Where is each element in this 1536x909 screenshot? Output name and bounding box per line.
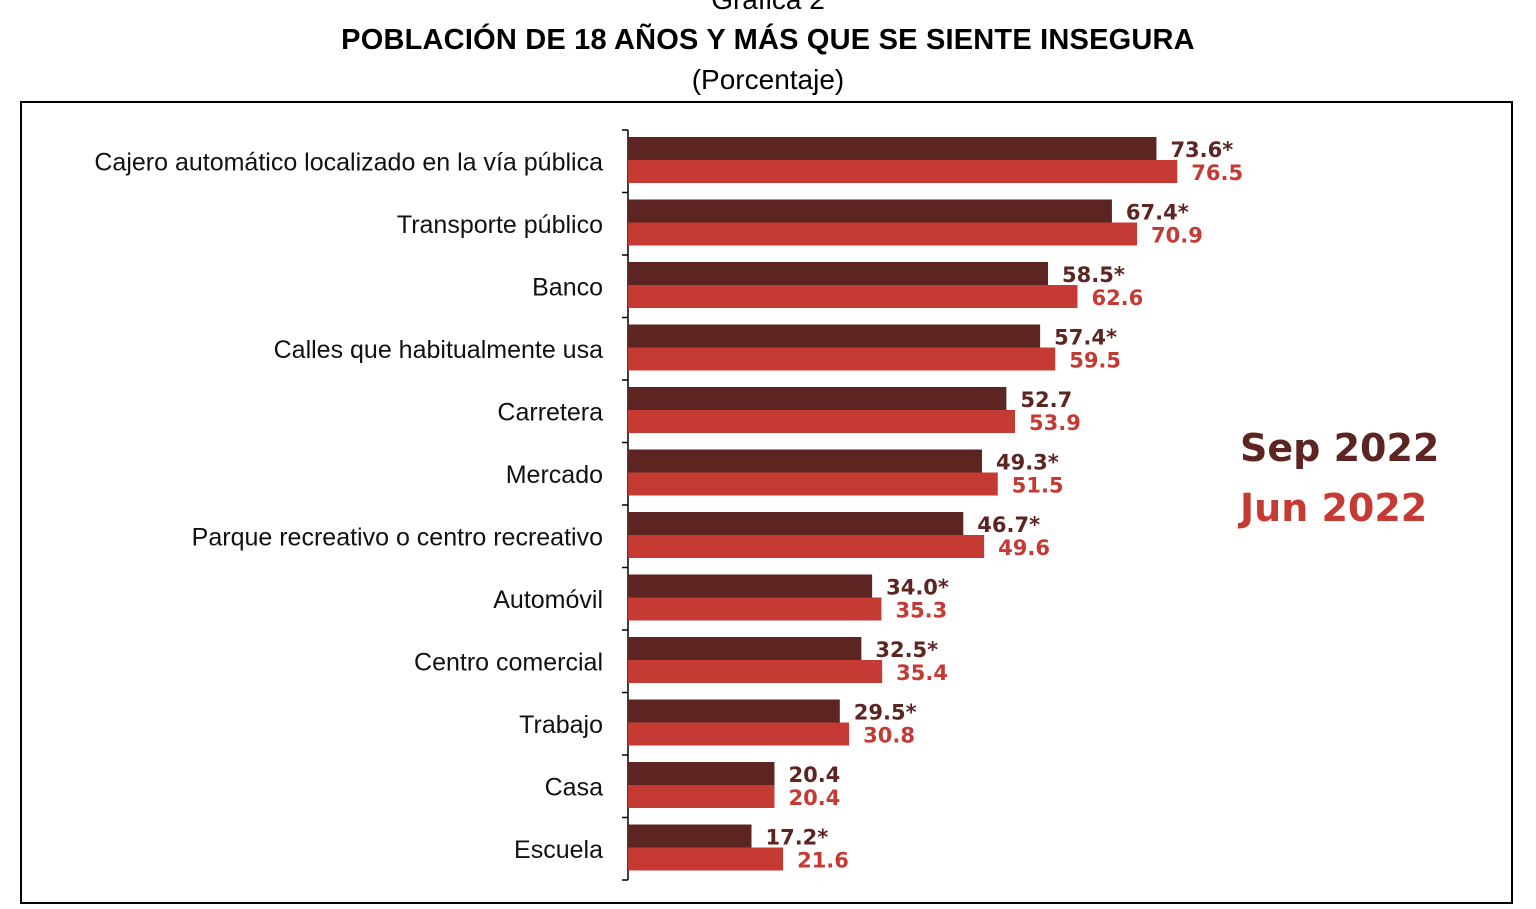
bar-sep-2022 [628,387,1007,410]
category-label: Centro comercial [414,648,603,676]
bar-sep-2022 [628,762,775,785]
bar-jun-2022 [628,660,883,683]
bar-sep-2022 [628,199,1112,223]
value-label-sep-2022: 32.5* [875,638,938,662]
bar-jun-2022 [628,160,1178,183]
value-label-jun-2022: 21.6 [797,849,849,873]
bar-sep-2022 [628,574,873,598]
bar-jun-2022 [628,410,1016,433]
bar-jun-2022 [628,535,985,558]
bar-jun-2022 [628,222,1138,246]
value-label-jun-2022: 35.3 [895,599,947,623]
value-label-sep-2022: 57.4* [1054,326,1117,350]
bar-jun-2022 [628,722,850,746]
bar-jun-2022 [628,847,784,871]
value-label-sep-2022: 52.7 [1020,388,1072,412]
category-label: Trabajo [519,711,603,739]
value-label-sep-2022: 46.7* [977,513,1040,537]
value-label-sep-2022: 49.3* [996,451,1059,475]
bar-sep-2022 [628,324,1041,348]
bar-sep-2022 [628,824,752,848]
value-label-sep-2022: 73.6* [1170,138,1233,162]
category-label: Cajero automático localizado en la vía p… [94,148,603,176]
value-label-jun-2022: 59.5 [1069,349,1121,373]
value-label-jun-2022: 49.6 [998,536,1050,560]
value-label-jun-2022: 20.4 [788,786,840,810]
value-label-sep-2022: 34.0* [886,576,949,600]
category-label: Escuela [514,836,603,864]
value-label-jun-2022: 51.5 [1012,474,1064,498]
value-label-jun-2022: 35.4 [896,661,948,685]
category-label: Mercado [506,461,603,489]
legend-sep-2022: Sep 2022 [1240,426,1439,470]
bar-sep-2022 [628,637,862,660]
value-label-jun-2022: 76.5 [1191,161,1243,185]
category-label: Transporte público [397,211,603,239]
category-label: Calles que habitualmente usa [274,336,603,364]
value-label-sep-2022: 29.5* [854,701,917,725]
category-label: Parque recreativo o centro recreativo [192,523,603,551]
category-label: Banco [532,273,603,301]
bar-sep-2022 [628,512,964,535]
category-label: Automóvil [493,586,603,614]
value-label-sep-2022: 58.5* [1062,263,1125,287]
bar-sep-2022 [628,449,982,473]
chart-subtitle: (Porcentaje) [691,64,845,95]
bar-jun-2022 [628,347,1056,371]
bar-sep-2022 [628,699,840,723]
bar-sep-2022 [628,137,1157,160]
value-label-sep-2022: 67.4* [1126,201,1189,225]
value-label-jun-2022: 53.9 [1029,411,1081,435]
value-label-jun-2022: 30.8 [863,724,915,748]
value-label-sep-2022: 17.2* [765,826,828,850]
legend-jun-2022: Jun 2022 [1237,486,1427,530]
category-label: Casa [545,773,603,801]
chart-frame [20,101,1513,904]
value-label-sep-2022: 20.4 [788,763,840,787]
bar-jun-2022 [628,785,775,808]
bar-sep-2022 [628,262,1049,285]
value-label-jun-2022: 70.9 [1151,224,1203,248]
value-label-jun-2022: 62.6 [1091,286,1143,310]
chart-supertitle: Gráfica 2 [0,0,1536,14]
bar-jun-2022 [628,285,1078,308]
chart-title: POBLACIÓN DE 18 AÑOS Y MÁS QUE SE SIENTE… [341,24,1195,56]
bar-jun-2022 [628,472,998,496]
category-label: Carretera [497,398,603,426]
bar-jun-2022 [628,597,882,621]
